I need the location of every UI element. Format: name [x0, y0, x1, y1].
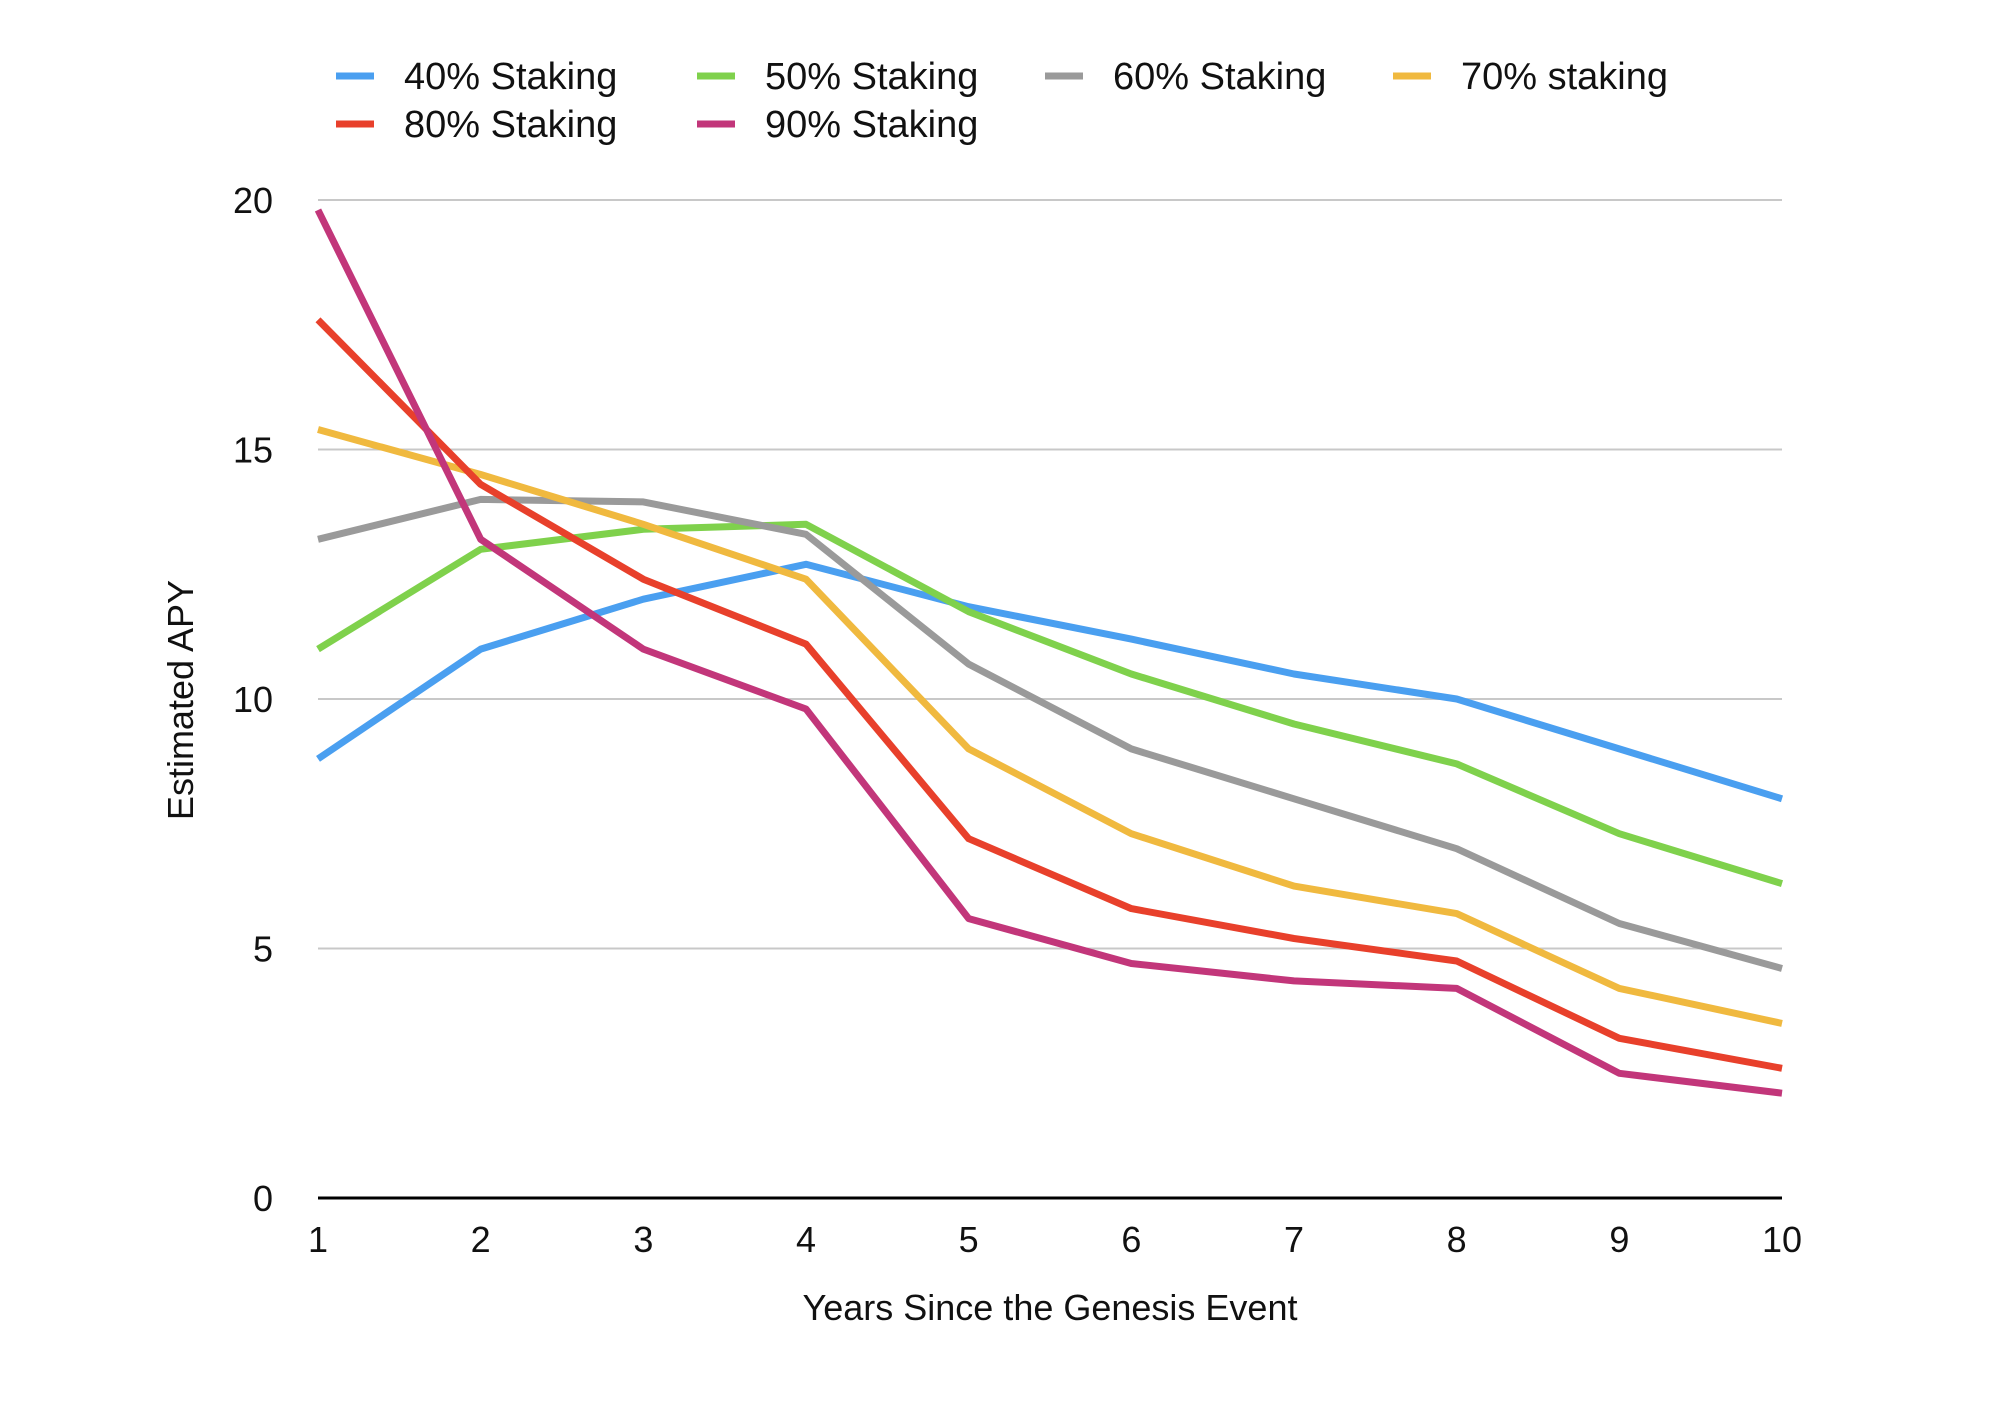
legend-label: 40% Staking: [404, 56, 617, 98]
x-axis-title: Years Since the Genesis Event: [803, 1287, 1298, 1328]
legend-item: 70% staking: [1393, 56, 1668, 98]
x-tick-label: 2: [471, 1219, 491, 1260]
y-axis-ticks: 0 5 10 15 20: [233, 180, 273, 1219]
x-tick-label: 10: [1762, 1219, 1802, 1260]
x-tick-label: 9: [1609, 1219, 1629, 1260]
x-tick-label: 4: [796, 1219, 816, 1260]
series-line-50-staking: [316, 520, 1784, 887]
legend-item: 60% Staking: [1045, 56, 1326, 98]
series-line-90-staking: [314, 208, 1783, 1097]
y-tick-label: 0: [253, 1178, 273, 1219]
legend-label: 50% Staking: [765, 56, 978, 98]
series-line-40-staking: [316, 560, 1784, 803]
series-line-70-staking: [317, 426, 1783, 1027]
legend-item: 80% Staking: [336, 104, 617, 146]
y-tick-label: 15: [233, 430, 273, 471]
series-lines: [314, 208, 1784, 1097]
y-tick-label: 10: [233, 679, 273, 720]
legend-label: 70% staking: [1461, 56, 1668, 98]
chart-legend: 40% Staking 50% Staking 60% Staking 70% sta…: [336, 56, 1668, 146]
x-tick-label: 5: [959, 1219, 979, 1260]
legend-label: 60% Staking: [1113, 56, 1326, 98]
x-axis-ticks: 1 2 3 4 5 6 7 8 9 10: [308, 1219, 1802, 1260]
x-tick-label: 3: [633, 1219, 653, 1260]
x-tick-label: 8: [1447, 1219, 1467, 1260]
x-tick-label: 6: [1121, 1219, 1141, 1260]
series-line-80-staking: [315, 317, 1783, 1072]
x-tick-label: 7: [1284, 1219, 1304, 1260]
legend-item: 90% Staking: [697, 104, 978, 146]
y-tick-label: 20: [233, 180, 273, 221]
y-tick-label: 5: [253, 929, 273, 970]
legend-label: 90% Staking: [765, 104, 978, 146]
legend-item: 50% Staking: [697, 56, 978, 98]
y-axis-title: Estimated APY: [160, 580, 201, 820]
x-tick-label: 1: [308, 1219, 328, 1260]
legend-label: 80% Staking: [404, 104, 617, 146]
legend-item: 40% Staking: [336, 56, 617, 98]
